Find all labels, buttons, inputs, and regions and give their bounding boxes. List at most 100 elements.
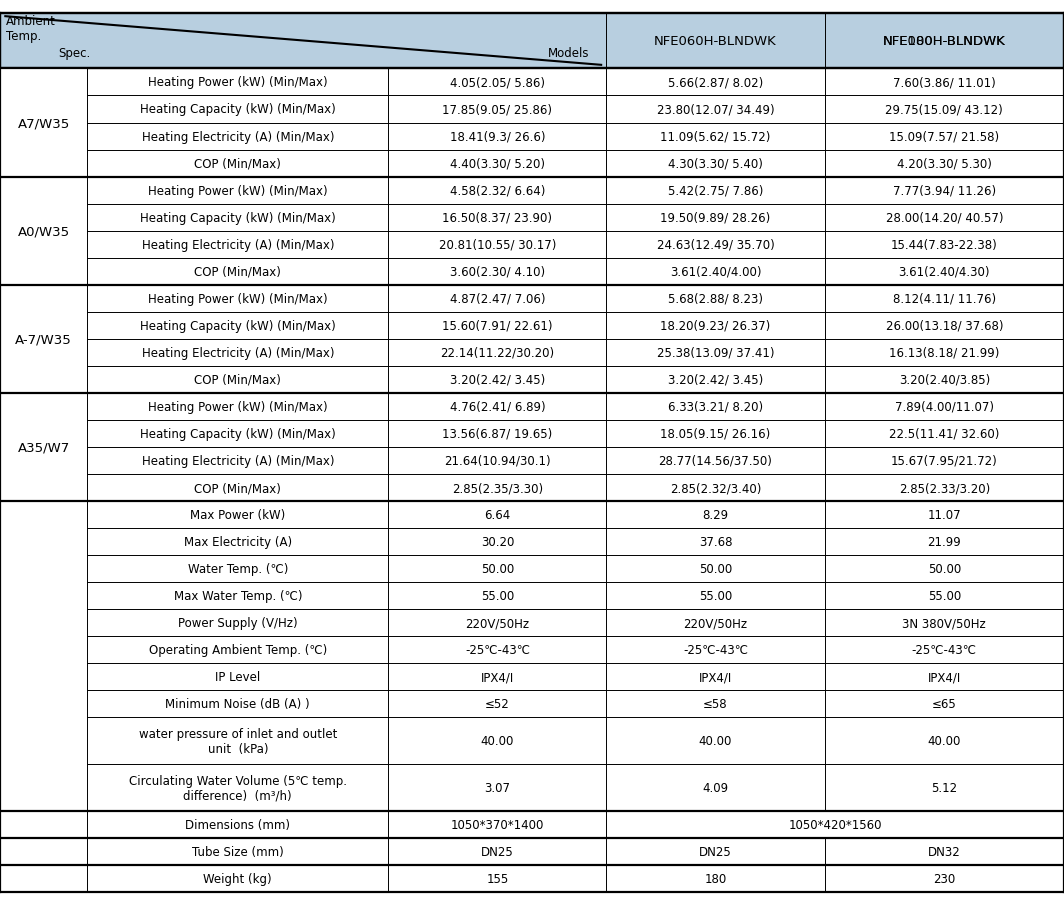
Bar — [0, 501, 87, 811]
Text: Heating Electricity (A) (Min/Max): Heating Electricity (A) (Min/Max) — [142, 238, 334, 251]
Text: Max Water Temp. (℃): Max Water Temp. (℃) — [173, 590, 302, 602]
Text: 220V/50Hz: 220V/50Hz — [683, 617, 748, 629]
Bar — [0, 177, 87, 285]
Text: 4.30(3.30/ 5.40): 4.30(3.30/ 5.40) — [668, 157, 763, 171]
Text: NFE060H-BLNDWK: NFE060H-BLNDWK — [654, 35, 777, 48]
Text: ≤65: ≤65 — [932, 697, 957, 711]
Text: IP Level: IP Level — [215, 671, 261, 684]
Text: 26.00(13.18/ 37.68): 26.00(13.18/ 37.68) — [885, 320, 1003, 332]
Bar — [0, 811, 87, 838]
Text: Ambient
Temp.: Ambient Temp. — [6, 14, 56, 42]
Text: 25.38(13.09/ 37.41): 25.38(13.09/ 37.41) — [656, 347, 775, 359]
Text: 50.00: 50.00 — [928, 563, 961, 575]
Text: ≤58: ≤58 — [703, 697, 728, 711]
Text: DN25: DN25 — [481, 845, 514, 858]
Text: 220V/50Hz: 220V/50Hz — [465, 617, 530, 629]
Text: 3.61(2.40/4.30): 3.61(2.40/4.30) — [899, 265, 990, 278]
Text: 15.44(7.83-22.38): 15.44(7.83-22.38) — [891, 238, 998, 251]
Text: 28.00(14.20/ 40.57): 28.00(14.20/ 40.57) — [885, 211, 1003, 224]
Text: 22.5(11.41/ 32.60): 22.5(11.41/ 32.60) — [890, 427, 999, 441]
Text: 3.61(2.40/4.00): 3.61(2.40/4.00) — [670, 265, 761, 278]
Text: 11.09(5.62/ 15.72): 11.09(5.62/ 15.72) — [661, 130, 770, 144]
Text: 8.29: 8.29 — [702, 508, 729, 521]
Text: 5.42(2.75/ 7.86): 5.42(2.75/ 7.86) — [668, 184, 763, 198]
Text: 15.60(7.91/ 22.61): 15.60(7.91/ 22.61) — [443, 320, 552, 332]
Text: Heating Electricity (A) (Min/Max): Heating Electricity (A) (Min/Max) — [142, 130, 334, 144]
Bar — [0, 394, 87, 501]
Text: 1050*370*1400: 1050*370*1400 — [451, 818, 544, 831]
Text: Weight (kg): Weight (kg) — [203, 872, 272, 885]
Text: 23.80(12.07/ 34.49): 23.80(12.07/ 34.49) — [656, 103, 775, 116]
Text: Tube Size (mm): Tube Size (mm) — [192, 845, 284, 858]
Text: COP (Min/Max): COP (Min/Max) — [195, 265, 281, 278]
Text: Heating Capacity (kW) (Min/Max): Heating Capacity (kW) (Min/Max) — [140, 211, 335, 224]
Text: Max Electricity (A): Max Electricity (A) — [184, 535, 292, 548]
Text: 4.20(3.30/ 5.30): 4.20(3.30/ 5.30) — [897, 157, 992, 171]
Text: 3.20(2.40/3.85): 3.20(2.40/3.85) — [899, 374, 990, 386]
Text: A7/W35: A7/W35 — [17, 116, 70, 130]
Text: -25℃-43℃: -25℃-43℃ — [465, 644, 530, 656]
Text: 21.99: 21.99 — [928, 535, 961, 548]
Text: 2.85(2.35/3.30): 2.85(2.35/3.30) — [452, 481, 543, 495]
Text: Heating Electricity (A) (Min/Max): Heating Electricity (A) (Min/Max) — [142, 454, 334, 468]
Text: 155: 155 — [486, 872, 509, 885]
Bar — [0, 838, 87, 865]
Text: Dimensions (mm): Dimensions (mm) — [185, 818, 290, 831]
Text: 30.20: 30.20 — [481, 535, 514, 548]
Text: 20.81(10.55/ 30.17): 20.81(10.55/ 30.17) — [438, 238, 556, 251]
Text: 2.85(2.32/3.40): 2.85(2.32/3.40) — [670, 481, 761, 495]
Text: Heating Capacity (kW) (Min/Max): Heating Capacity (kW) (Min/Max) — [140, 103, 335, 116]
Text: 16.13(8.18/ 21.99): 16.13(8.18/ 21.99) — [890, 347, 999, 359]
Text: 50.00: 50.00 — [481, 563, 514, 575]
Text: 40.00: 40.00 — [928, 734, 961, 748]
Text: 5.68(2.88/ 8.23): 5.68(2.88/ 8.23) — [668, 293, 763, 305]
Text: COP (Min/Max): COP (Min/Max) — [195, 481, 281, 495]
Text: 3.60(2.30/ 4.10): 3.60(2.30/ 4.10) — [450, 265, 545, 278]
Text: IPX4/I: IPX4/I — [481, 671, 514, 684]
Text: 7.89(4.00/11.07): 7.89(4.00/11.07) — [895, 400, 994, 414]
Text: Heating Power (kW) (Min/Max): Heating Power (kW) (Min/Max) — [148, 293, 328, 305]
Text: 11.07: 11.07 — [928, 508, 961, 521]
Text: 18.05(9.15/ 26.16): 18.05(9.15/ 26.16) — [661, 427, 770, 441]
Text: Operating Ambient Temp. (℃): Operating Ambient Temp. (℃) — [149, 644, 327, 656]
Text: ≤52: ≤52 — [485, 697, 510, 711]
Text: IPX4/I: IPX4/I — [928, 671, 961, 684]
Text: 50.00: 50.00 — [699, 563, 732, 575]
Text: Heating Power (kW) (Min/Max): Heating Power (kW) (Min/Max) — [148, 77, 328, 89]
Text: Heating Capacity (kW) (Min/Max): Heating Capacity (kW) (Min/Max) — [140, 427, 335, 441]
Text: 5.66(2.87/ 8.02): 5.66(2.87/ 8.02) — [668, 77, 763, 89]
Text: 24.63(12.49/ 35.70): 24.63(12.49/ 35.70) — [656, 238, 775, 251]
Text: water pressure of inlet and outlet
unit  (kPa): water pressure of inlet and outlet unit … — [138, 727, 337, 755]
Text: Water Temp. (℃): Water Temp. (℃) — [187, 563, 288, 575]
Text: 55.00: 55.00 — [699, 590, 732, 602]
Text: 4.05(2.05/ 5.86): 4.05(2.05/ 5.86) — [450, 77, 545, 89]
Text: 3N 380V/50Hz: 3N 380V/50Hz — [902, 617, 986, 629]
Text: 4.58(2.32/ 6.64): 4.58(2.32/ 6.64) — [450, 184, 545, 198]
Bar — [0, 865, 87, 892]
Text: Heating Power (kW) (Min/Max): Heating Power (kW) (Min/Max) — [148, 400, 328, 414]
Text: -25℃-43℃: -25℃-43℃ — [683, 644, 748, 656]
Text: COP (Min/Max): COP (Min/Max) — [195, 374, 281, 386]
Text: 3.20(2.42/ 3.45): 3.20(2.42/ 3.45) — [668, 374, 763, 386]
Text: 7.60(3.86/ 11.01): 7.60(3.86/ 11.01) — [893, 77, 996, 89]
Text: Circulating Water Volume (5℃ temp.
difference)  (m³/h): Circulating Water Volume (5℃ temp. diffe… — [129, 774, 347, 802]
Text: 7.77(3.94/ 11.26): 7.77(3.94/ 11.26) — [893, 184, 996, 198]
Text: 17.85(9.05/ 25.86): 17.85(9.05/ 25.86) — [443, 103, 552, 116]
Text: 19.50(9.89/ 28.26): 19.50(9.89/ 28.26) — [661, 211, 770, 224]
Text: 4.76(2.41/ 6.89): 4.76(2.41/ 6.89) — [450, 400, 545, 414]
Text: 18.20(9.23/ 26.37): 18.20(9.23/ 26.37) — [661, 320, 770, 332]
Text: 230: 230 — [933, 872, 955, 885]
Text: Heating Capacity (kW) (Min/Max): Heating Capacity (kW) (Min/Max) — [140, 320, 335, 332]
Text: 40.00: 40.00 — [481, 734, 514, 748]
Text: 1050*420*1560: 1050*420*1560 — [788, 818, 882, 831]
Text: 29.75(15.09/ 43.12): 29.75(15.09/ 43.12) — [885, 103, 1003, 116]
Text: 55.00: 55.00 — [928, 590, 961, 602]
Text: -25℃-43℃: -25℃-43℃ — [912, 644, 977, 656]
Text: Models: Models — [548, 47, 589, 61]
Text: COP (Min/Max): COP (Min/Max) — [195, 157, 281, 171]
Text: NFE100H-BLNDWK: NFE100H-BLNDWK — [883, 35, 1005, 48]
Text: A0/W35: A0/W35 — [18, 225, 69, 237]
Text: DN32: DN32 — [928, 845, 961, 858]
Text: IPX4/I: IPX4/I — [699, 671, 732, 684]
Text: 4.40(3.30/ 5.20): 4.40(3.30/ 5.20) — [450, 157, 545, 171]
